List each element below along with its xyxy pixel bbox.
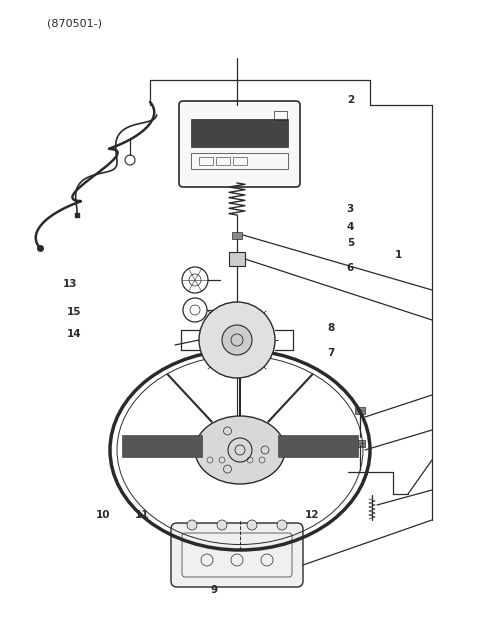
Circle shape bbox=[222, 325, 252, 355]
Bar bbox=[233, 157, 247, 165]
Bar bbox=[229, 252, 245, 266]
Text: 8: 8 bbox=[327, 323, 335, 333]
Text: 10: 10 bbox=[96, 510, 110, 520]
Text: 5: 5 bbox=[347, 238, 354, 248]
Bar bbox=[216, 157, 230, 165]
Text: 4: 4 bbox=[347, 222, 354, 232]
Ellipse shape bbox=[195, 416, 285, 484]
Text: 3: 3 bbox=[347, 204, 354, 214]
Bar bbox=[122, 435, 202, 457]
Text: 15: 15 bbox=[67, 307, 82, 317]
Bar bbox=[199, 157, 213, 165]
Bar bbox=[191, 153, 288, 169]
Circle shape bbox=[217, 520, 227, 530]
Text: 12: 12 bbox=[305, 510, 319, 520]
Bar bbox=[355, 407, 365, 414]
FancyBboxPatch shape bbox=[171, 523, 303, 587]
Text: 9: 9 bbox=[210, 585, 217, 595]
Text: 6: 6 bbox=[347, 263, 354, 273]
Text: 13: 13 bbox=[62, 279, 77, 289]
Text: (870501-): (870501-) bbox=[47, 18, 102, 28]
Circle shape bbox=[199, 302, 275, 378]
FancyBboxPatch shape bbox=[179, 101, 300, 187]
Circle shape bbox=[187, 520, 197, 530]
Bar bbox=[355, 440, 365, 447]
Text: 11: 11 bbox=[134, 510, 149, 520]
Bar bbox=[278, 435, 358, 457]
Circle shape bbox=[247, 520, 257, 530]
Bar bbox=[274, 111, 287, 120]
Circle shape bbox=[277, 520, 287, 530]
Bar bbox=[191, 119, 288, 147]
Bar bbox=[232, 232, 242, 239]
Text: 14: 14 bbox=[67, 329, 82, 339]
Text: 2: 2 bbox=[347, 95, 354, 105]
Text: 7: 7 bbox=[327, 348, 335, 358]
Text: 1: 1 bbox=[395, 250, 402, 260]
